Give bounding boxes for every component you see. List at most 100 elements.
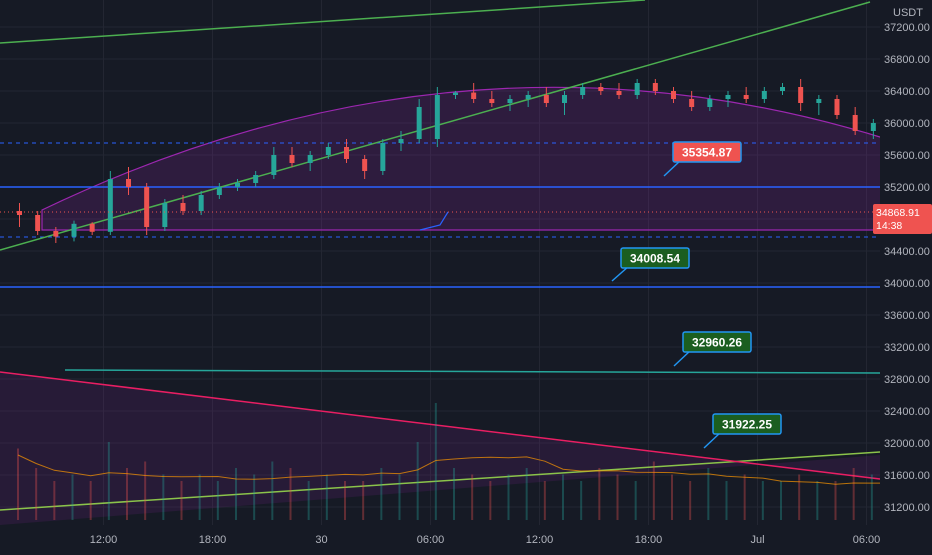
volume-bar — [289, 468, 292, 520]
time-tick-label: 12:00 — [526, 534, 554, 546]
price-tick-label: 36000.00 — [884, 118, 930, 130]
candle-body — [307, 155, 313, 163]
price-tick-label: 35600.00 — [884, 150, 930, 162]
candle-body — [344, 147, 349, 159]
candle-body — [107, 179, 113, 232]
candle-body — [525, 95, 531, 99]
currency-label: USDT — [893, 7, 923, 19]
candle-body — [144, 187, 150, 227]
volume-bar — [180, 481, 183, 520]
price-callout-box[interactable] — [672, 141, 742, 163]
candle-body — [362, 159, 368, 171]
volume-bar — [634, 481, 637, 520]
volume-bar — [743, 474, 746, 520]
volume-bar — [543, 481, 546, 520]
candle-countdown: 14:38 — [876, 220, 902, 232]
candle-body — [162, 203, 168, 227]
time-tick-label: 30 — [315, 534, 327, 546]
volume-bar — [834, 481, 837, 520]
price-axis[interactable]: USDT 37200.00 36800.00 36400.00 36000.00 3560… — [873, 0, 932, 550]
candle-body — [35, 215, 41, 231]
price-axis-bg — [880, 0, 932, 550]
volume-bar — [598, 468, 601, 520]
volume-bar — [53, 481, 56, 520]
volume-bar — [816, 481, 819, 520]
volume-bar — [216, 481, 219, 520]
volume-moving-average — [17, 454, 932, 485]
candle-body — [780, 87, 785, 91]
drawings-back-layer — [0, 0, 932, 525]
volume-bar — [562, 474, 564, 520]
volume-bar — [17, 448, 19, 520]
price-tick-label: 37200.00 — [884, 22, 930, 34]
time-tick-label: 12:00 — [90, 534, 118, 546]
volume-bar — [489, 481, 492, 520]
time-tick-label: 06:00 — [417, 534, 445, 546]
candle-body — [852, 115, 858, 131]
candle-body — [707, 99, 713, 107]
candle-body — [471, 92, 477, 99]
volume-bar — [616, 474, 619, 520]
candle-body — [416, 107, 422, 139]
price-tick-label: 31600.00 — [884, 470, 930, 482]
candle-body — [634, 83, 640, 95]
candle-body — [598, 87, 604, 91]
volume-bar — [652, 461, 655, 520]
volume-bars — [17, 403, 932, 520]
price-tick-label: 35200.00 — [884, 182, 930, 194]
candle-body — [216, 187, 222, 195]
candle-body — [652, 83, 658, 91]
price-callout-box[interactable] — [620, 247, 690, 269]
candle-body — [453, 92, 458, 95]
candle-body — [235, 183, 240, 187]
candle-body — [743, 95, 749, 99]
price-tick-label: 36800.00 — [884, 54, 930, 66]
price-callout-value: 35354.87 — [682, 146, 732, 160]
price-tick-label: 34000.00 — [884, 278, 930, 290]
volume-bar — [89, 481, 92, 520]
price-tick-label: 33200.00 — [884, 342, 930, 354]
volume-bar — [453, 468, 455, 520]
volume-bar — [362, 481, 365, 520]
volume-bar — [471, 474, 474, 520]
volume-bar — [780, 481, 782, 520]
upper-channel-trendline — [0, 0, 646, 44]
candle-body — [761, 91, 767, 99]
candle-body — [489, 99, 495, 103]
price-tick-label: 33600.00 — [884, 310, 930, 322]
current-price-value: 34868.91 — [876, 207, 920, 219]
current-price-tag — [873, 204, 932, 234]
price-callout-box[interactable] — [712, 413, 782, 435]
volume-bar — [707, 468, 710, 520]
time-axis[interactable]: 12:00 18:00 30 06:00 12:00 18:00 Jul 06:00 — [90, 534, 881, 546]
volume-bar — [162, 474, 165, 520]
volume-bar — [870, 474, 873, 520]
candle-body — [434, 95, 440, 139]
candle-body — [380, 143, 386, 171]
volume-bar — [198, 474, 201, 520]
price-tick-label: 34400.00 — [884, 246, 930, 258]
volume-bar — [307, 481, 310, 520]
time-tick-label: Jul — [750, 534, 764, 546]
candle-body — [616, 91, 622, 95]
candle-body — [689, 99, 695, 107]
candle-body — [725, 95, 731, 99]
volume-bar — [798, 474, 801, 520]
candle-body — [834, 99, 840, 115]
volume-bar — [507, 474, 510, 520]
descending-trendline — [0, 371, 881, 480]
candle-body — [71, 223, 77, 237]
volume-bar — [253, 474, 256, 520]
volume-bar — [416, 442, 419, 520]
volume-bar — [725, 481, 728, 520]
price-callout-box[interactable] — [682, 331, 752, 353]
volume-bar — [689, 481, 692, 520]
volume-bar — [580, 481, 583, 520]
price-callout-value: 31922.25 — [722, 418, 772, 432]
volume-bar — [107, 442, 110, 520]
candle-body — [580, 87, 586, 95]
candle-body — [17, 211, 22, 215]
volume-bar — [325, 474, 328, 520]
